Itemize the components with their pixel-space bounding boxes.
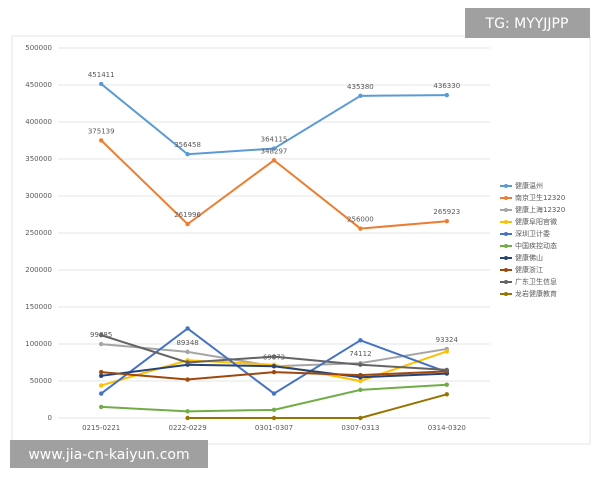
point	[185, 152, 190, 157]
y-tick-label: 300000	[25, 192, 52, 200]
point	[99, 81, 104, 87]
legend-label: 健康温州	[515, 181, 543, 190]
legend-marker	[504, 244, 508, 248]
watermark-box	[465, 8, 590, 38]
x-tick-label: 0301-0307	[255, 424, 293, 432]
watermark: TG: MYYJJPP	[485, 16, 569, 32]
y-tick-label: 500000	[25, 44, 52, 52]
legend-marker	[504, 220, 508, 224]
legend-marker	[504, 232, 508, 236]
point	[444, 367, 449, 373]
point	[185, 409, 190, 414]
data-label: 375139	[88, 127, 115, 135]
legend-marker	[504, 208, 508, 212]
legend-marker	[504, 184, 508, 188]
point	[99, 138, 104, 143]
y-tick-label: 50000	[30, 377, 52, 385]
data-label: 89348	[176, 339, 198, 347]
point	[99, 341, 104, 347]
watermark: www.jia-cn-kaiyun.com	[28, 447, 189, 463]
point	[444, 392, 449, 397]
y-tick-label: 350000	[25, 155, 52, 163]
legend-marker	[504, 256, 508, 260]
data-label: 93324	[436, 336, 459, 344]
legend-marker	[504, 292, 508, 296]
point	[444, 219, 449, 224]
data-label: 435380	[347, 83, 374, 91]
point	[99, 373, 104, 379]
legend-label: 健康浙江	[515, 265, 543, 274]
point	[185, 326, 190, 331]
point	[271, 407, 277, 413]
legend-label: 健康上海12320	[515, 205, 565, 214]
watermark-box	[10, 440, 208, 468]
data-label: 261996	[174, 211, 201, 219]
data-label: 265923	[433, 208, 460, 216]
legend-label: 健康阜阳官微	[515, 217, 557, 226]
x-tick-label: 0307-0313	[341, 424, 379, 432]
legend-label: 广东卫生信息	[515, 277, 557, 286]
y-tick-label: 400000	[25, 118, 52, 126]
data-label: 364115	[261, 136, 288, 144]
y-tick-label: 0	[48, 414, 52, 422]
legend-marker	[504, 280, 508, 284]
chart-frame	[11, 35, 591, 445]
data-label: 74112	[349, 350, 371, 358]
x-tick-label: 0215-0221	[82, 424, 120, 432]
y-tick-label: 150000	[25, 303, 52, 311]
data-label: 256000	[347, 216, 374, 224]
point	[271, 369, 277, 375]
point	[271, 158, 277, 163]
point	[271, 415, 277, 421]
point	[358, 226, 363, 231]
point	[271, 364, 277, 369]
y-tick-label: 200000	[25, 266, 52, 274]
point	[358, 415, 363, 421]
y-tick-label: 250000	[25, 229, 52, 237]
data-label: 356458	[174, 141, 201, 149]
legend-label: 南京卫生12320	[515, 193, 565, 202]
point	[99, 391, 104, 396]
legend-marker	[504, 268, 508, 272]
point	[185, 221, 190, 227]
point	[185, 415, 190, 421]
point	[99, 369, 104, 375]
point	[185, 360, 190, 365]
legend-label: 健康佛山	[515, 253, 543, 262]
point	[358, 387, 363, 393]
point	[99, 383, 104, 388]
point	[358, 372, 363, 378]
legend-marker	[504, 196, 508, 200]
point	[271, 391, 277, 396]
legend-label: 龙岩健康教育	[515, 289, 557, 298]
point	[271, 146, 277, 151]
x-tick-label: 0222-0229	[169, 424, 207, 432]
point	[358, 378, 363, 384]
point	[185, 377, 190, 382]
series-line	[187, 393, 448, 419]
point	[358, 338, 363, 343]
data-label: 348297	[261, 147, 288, 155]
point	[185, 349, 190, 355]
legend-label: 中国疾控动态	[515, 241, 557, 250]
data-label: 451411	[88, 71, 115, 79]
point	[99, 404, 104, 410]
data-label: 436330	[433, 82, 460, 90]
point	[358, 362, 363, 367]
x-tick-label: 0314-0320	[428, 424, 466, 432]
y-tick-label: 450000	[25, 81, 52, 89]
point	[99, 332, 104, 338]
point	[358, 93, 363, 99]
y-tick-label: 100000	[25, 340, 52, 348]
legend-label: 深圳卫计委	[515, 229, 550, 238]
point	[444, 382, 449, 387]
point	[271, 354, 277, 359]
point	[444, 92, 449, 98]
point	[444, 349, 449, 354]
